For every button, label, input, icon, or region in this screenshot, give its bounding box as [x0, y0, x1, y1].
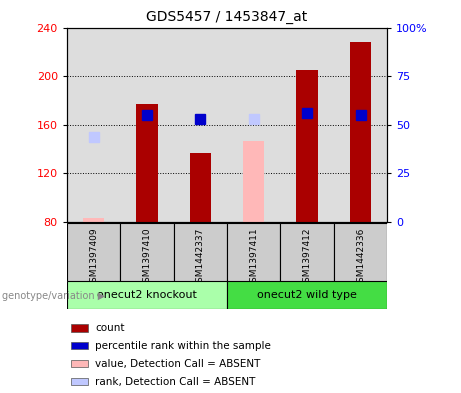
Bar	[174, 223, 227, 281]
Text: percentile rank within the sample: percentile rank within the sample	[95, 341, 271, 351]
Text: genotype/variation ▶: genotype/variation ▶	[2, 290, 106, 301]
Bar	[243, 141, 265, 222]
Bar	[334, 223, 387, 281]
Bar	[227, 281, 387, 309]
Bar	[280, 223, 334, 281]
Bar	[296, 70, 318, 222]
Text: GSM1442336: GSM1442336	[356, 228, 365, 288]
Text: GSM1442337: GSM1442337	[196, 228, 205, 288]
Bar	[189, 153, 211, 222]
Bar	[71, 342, 88, 349]
Bar	[227, 223, 280, 281]
Bar	[67, 281, 227, 309]
Title: GDS5457 / 1453847_at: GDS5457 / 1453847_at	[147, 10, 307, 24]
Bar	[136, 104, 158, 222]
Text: onecut2 wild type: onecut2 wild type	[257, 290, 357, 300]
Text: onecut2 knockout: onecut2 knockout	[97, 290, 197, 300]
Bar	[71, 324, 88, 332]
Text: GSM1397411: GSM1397411	[249, 228, 258, 288]
Bar	[71, 378, 88, 385]
Text: GSM1397409: GSM1397409	[89, 228, 98, 288]
Text: GSM1397410: GSM1397410	[142, 228, 152, 288]
Bar	[83, 219, 104, 222]
Bar	[71, 360, 88, 367]
Text: rank, Detection Call = ABSENT: rank, Detection Call = ABSENT	[95, 376, 255, 387]
Text: GSM1397412: GSM1397412	[302, 228, 312, 288]
Bar	[350, 42, 371, 222]
Bar	[120, 223, 174, 281]
Text: value, Detection Call = ABSENT: value, Detection Call = ABSENT	[95, 359, 260, 369]
Bar	[67, 223, 120, 281]
Text: count: count	[95, 323, 124, 333]
